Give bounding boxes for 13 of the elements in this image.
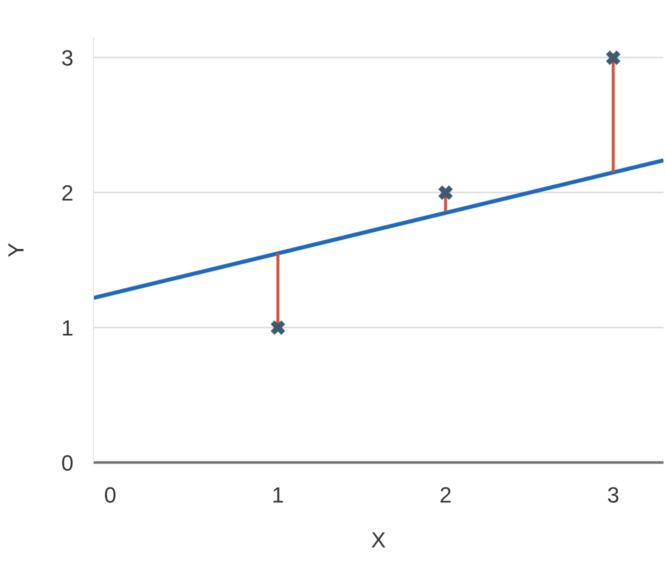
y-tick-label: 3 [61,46,74,71]
x-tick-label: 2 [439,482,452,508]
y-tick-label: 1 [61,316,74,341]
point [605,50,622,66]
y-tick-label: 2 [61,180,74,206]
x-axis-title: X [371,528,386,552]
point [270,320,286,336]
y-tick-label: 0 [61,450,74,476]
y-axis-title: Y [3,242,28,258]
x-tick-label: 0 [104,482,116,508]
x-tick-label: 1 [272,482,284,508]
x-tick-label: 3 [607,482,620,508]
point [438,184,454,201]
